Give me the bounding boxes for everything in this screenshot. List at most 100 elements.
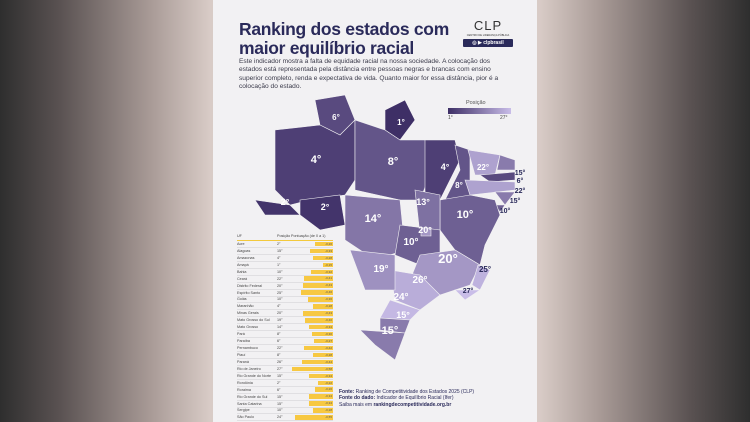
row-position: 2° (277, 380, 281, 385)
row-score-cell: -0,28 (291, 255, 333, 261)
row-uf: Amazonas (237, 255, 255, 260)
table-row: Santa Catarina 15° -0,34 (237, 401, 333, 408)
score-bar: -0,28 (313, 304, 333, 309)
row-position: 10° (277, 269, 283, 274)
row-uf: Goiás (237, 297, 247, 302)
row-position: 15° (277, 248, 283, 253)
row-position: 6° (277, 387, 281, 392)
state-rank-label-rn: 15° (515, 169, 526, 177)
row-uf: Roraima (237, 387, 251, 392)
brazil-map: 6°1°4°2° 2°8°14°4°8°22°15°6°22°15°10°10°1… (254, 94, 526, 361)
row-position: 2° (277, 241, 281, 246)
state-ma (424, 139, 461, 201)
table-row: Goiás 10° -0,36 (237, 297, 333, 304)
row-position: 24° (277, 415, 283, 420)
row-position: 8° (277, 332, 281, 337)
score-bar: -0,32 (310, 269, 333, 274)
state-ro (299, 194, 346, 231)
row-uf: Maranhão (237, 304, 254, 309)
more-info-text: Saiba mais em (339, 401, 373, 408)
state-rank-label-rj: 27° (463, 287, 474, 295)
score-bar: -0,28 (313, 352, 333, 358)
table-row: Amapá 1° -0,15 (237, 262, 333, 269)
table-row: Mato Grosso do Sul 19° -0,40 (237, 317, 333, 325)
score-bar: -0,26 (314, 241, 333, 247)
score-bar: -0,22 (317, 380, 333, 385)
table-row: Alagoas 15° -0,33 (237, 248, 333, 255)
row-score-cell: -0,22 (291, 380, 333, 386)
state-rank-label-es: 25° (479, 265, 491, 274)
row-score-cell: -0,41 (291, 276, 333, 282)
row-score-cell: -0,34 (291, 401, 333, 407)
row-position: 19° (277, 318, 283, 323)
row-score-cell: -0,43 (291, 310, 333, 316)
score-bar: -0,34 (309, 373, 333, 378)
state-rank-label-rs: 15° (382, 325, 399, 337)
score-bar: -0,40 (305, 318, 333, 323)
logo-subtitle: CENTRO DE LIDERANÇA PÚBLICA (466, 34, 510, 37)
score-bar: -0,43 (302, 283, 333, 288)
row-position: 20° (277, 311, 283, 316)
state-rank-label-ma: 4° (441, 162, 450, 172)
state-rn (496, 154, 516, 171)
score-bar: -0,26 (314, 387, 333, 392)
score-bar: -0,15 (322, 262, 333, 267)
table-row: Rondônia 2° -0,22 (237, 380, 333, 387)
state-rank-label-ms: 19° (373, 264, 388, 275)
row-score-cell: -0,36 (291, 297, 333, 303)
legend-title: Posição (466, 100, 486, 106)
row-score-cell: -0,40 (291, 317, 333, 323)
row-position: 4° (277, 255, 281, 260)
social-handle: ◎ ▶ clpbrasil (463, 39, 513, 47)
row-score-cell: -0,58 (291, 366, 333, 372)
score-bar: -0,34 (309, 394, 333, 399)
score-bar: -0,28 (313, 255, 333, 261)
state-rank-label-am: 4° (311, 154, 322, 166)
score-bar: -0,34 (309, 401, 333, 406)
row-score-cell: -0,34 (291, 373, 333, 379)
state-rank-label-ro: 2° (321, 202, 330, 212)
state-rank-label-mg: 20° (438, 251, 458, 266)
table-row: Acre 2° -0,26 (237, 241, 333, 248)
row-uf: Acre (237, 241, 245, 246)
state-rank-label-se: 10° (500, 207, 511, 215)
state-rank-label-go: 10° (403, 237, 418, 248)
state-rank-label-df: 20° (418, 225, 432, 235)
score-bar: -0,43 (302, 311, 333, 316)
score-bar: -0,34 (309, 325, 333, 330)
row-position: 14° (277, 325, 283, 330)
table-row: São Paulo 24° -0,55 (237, 414, 333, 422)
state-am (274, 119, 356, 206)
row-uf: Espírito Santo (237, 290, 261, 295)
header-position: Posição (277, 234, 291, 238)
state-rank-label-ba: 10° (457, 209, 474, 221)
infographic-poster: 6° 1° 4° 2° 2° 8° 14° 4° 8° 22° 15° 6° 22° 15° 10° 10° 1… (213, 0, 537, 422)
state-pe (464, 179, 516, 196)
table-row: Distrito Federal 20° -0,43 (237, 283, 333, 290)
header-uf: UF (237, 234, 242, 238)
row-uf: Pernambuco (237, 346, 258, 351)
table-row: Roraima 6° -0,26 (237, 387, 333, 394)
table-row: Amazonas 4° -0,28 (237, 255, 333, 262)
row-uf: Distrito Federal (237, 283, 263, 288)
row-position: 15° (277, 373, 283, 378)
state-rank-label-mt: 14° (365, 213, 382, 225)
state-rank-label-ac: 2° (281, 197, 290, 207)
row-uf: Santa Catarina (237, 401, 262, 406)
row-uf: Rio de Janeiro (237, 366, 261, 371)
source-text: Ranking de Competitividade dos Estados 2… (355, 389, 475, 395)
score-bar: -0,42 (303, 345, 333, 351)
table-row: Pernambuco 22° -0,42 (237, 345, 333, 352)
more-info-link[interactable]: rankingdecompetitividade.org.br (373, 401, 452, 408)
score-bar: -0,55 (294, 415, 333, 420)
score-bar: -0,58 (292, 366, 333, 372)
row-position: 26° (277, 359, 283, 364)
score-bar: -0,28 (313, 408, 333, 413)
header-score: Pontuação (de 0 a 1) (291, 234, 326, 238)
row-uf: Rio Grande do Sul (237, 394, 268, 399)
row-position: 8° (277, 352, 281, 357)
row-score-cell: -0,26 (291, 241, 333, 247)
row-uf: Rio Grande do Norte (237, 373, 272, 378)
row-position: 15° (277, 401, 283, 406)
table-row: Rio Grande do Sul 15° -0,34 (237, 394, 333, 401)
